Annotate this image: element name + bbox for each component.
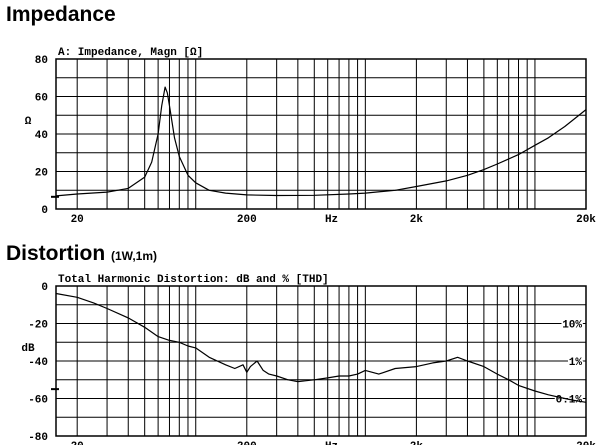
distortion-curve: [55, 292, 587, 403]
distortion-x-tick-label: 20: [71, 441, 84, 445]
impedance-y-tick-label: 60: [35, 93, 48, 105]
distortion-x-tick-label: Hz: [325, 441, 338, 445]
distortion-frame: [55, 285, 587, 437]
impedance-y-tick-label: 0: [41, 205, 48, 217]
impedance-x-tick-label: 20: [71, 214, 84, 226]
distortion-y-tick-label: -60: [28, 395, 48, 407]
distortion-heading: Distortion (1W,1m): [6, 242, 158, 265]
distortion-chart: Total Harmonic Distortion: dB and % [THD…: [21, 274, 596, 445]
impedance-x-tick-label: Hz: [325, 214, 338, 226]
impedance-curve: [55, 86, 587, 197]
distortion-y-tick-label: 0: [41, 282, 48, 294]
impedance-y-tick-label: 80: [35, 55, 48, 67]
distortion-x-tick-label: 200: [237, 441, 257, 445]
distortion-note: (1W,1m): [111, 249, 158, 263]
impedance-y-tick-label: 40: [35, 130, 48, 142]
distortion-y-tick-label: -40: [28, 357, 48, 369]
impedance-y-axis-label: Ω: [25, 116, 32, 128]
distortion-y-axis-label: dB: [21, 343, 35, 355]
distortion-title: Total Harmonic Distortion: dB and % [THD…: [58, 274, 329, 286]
impedance-heading: Impedance: [6, 3, 116, 26]
distortion-y-tick-label: -20: [28, 320, 48, 332]
impedance-x-tick-label: 2k: [410, 214, 424, 226]
impedance-frame: [55, 58, 587, 210]
distortion-percent-label: 10%: [562, 320, 582, 332]
impedance-chart: A: Impedance, Magn [Ω] 0 20 40 60 80 Ω 20 200 Hz 2…: [25, 47, 597, 226]
impedance-x-tick-label: 200: [237, 214, 257, 226]
impedance-title: A: Impedance, Magn [Ω]: [58, 47, 203, 59]
distortion-percent-label: 1%: [569, 357, 583, 369]
distortion-x-tick-label: 20k: [576, 441, 596, 445]
impedance-y-tick-label: 20: [35, 168, 48, 180]
distortion-y-tick-label: -80: [28, 432, 48, 444]
distortion-x-tick-label: 2k: [410, 441, 424, 445]
impedance-x-tick-label: 20k: [576, 214, 596, 226]
